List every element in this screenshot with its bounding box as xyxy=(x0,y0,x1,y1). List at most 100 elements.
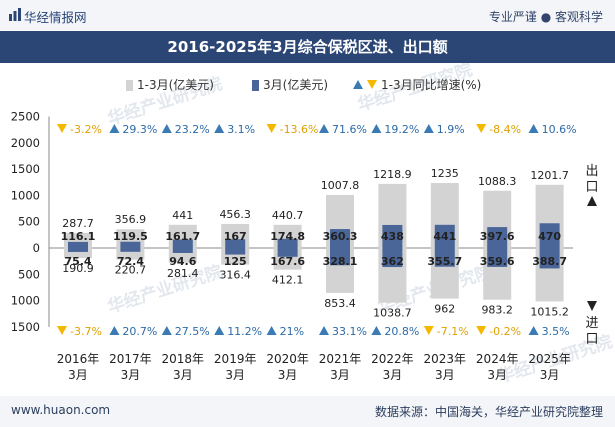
x-tick-label-month: 3月 xyxy=(383,368,403,382)
bar-month-import xyxy=(330,248,350,266)
label-month-import: 75.4 xyxy=(64,255,91,268)
label-month-import: 388.7 xyxy=(532,255,567,268)
bar-month-import xyxy=(539,248,560,269)
bar-month-export xyxy=(434,224,455,248)
label-cumulative-export: 441 xyxy=(172,209,193,222)
legend-swatch-month xyxy=(252,80,259,91)
label-cumulative-import: 962 xyxy=(434,303,455,316)
growth-marker-up-export xyxy=(319,124,329,133)
x-tick-label-year: 2021年 xyxy=(319,352,362,366)
x-tick-label-year: 2017年 xyxy=(109,352,152,366)
bar-cumulative-import xyxy=(64,248,92,259)
bar-month-export xyxy=(172,239,193,248)
growth-marker-up-import xyxy=(319,326,329,335)
legend-swatch-cumulative xyxy=(126,80,133,91)
y-tick-label: 1500 xyxy=(11,162,40,176)
label-cumulative-import: 190.9 xyxy=(62,262,94,275)
growth-label-import: 3.5% xyxy=(542,325,570,338)
x-tick-label-month: 3月 xyxy=(330,368,350,382)
y-tick-label: 1000 xyxy=(11,188,40,202)
label-cumulative-export: 440.7 xyxy=(272,209,304,222)
label-cumulative-import: 983.2 xyxy=(481,304,513,317)
bar-month-export xyxy=(382,224,403,248)
growth-marker-up-import xyxy=(371,326,382,335)
growth-label-export: 3.1% xyxy=(227,123,255,136)
bar-month-export xyxy=(68,241,88,248)
legend-label-month: 3月(亿美元) xyxy=(263,77,328,92)
growth-marker-up-export xyxy=(109,124,120,133)
growth-marker-down-export xyxy=(476,124,487,133)
title-bar: 2016-2025年3月综合保税区进、出口额 xyxy=(0,31,615,63)
label-cumulative-export: 1007.8 xyxy=(321,179,360,192)
chart: 华经产业研究院华经产业研究院华经产业研究院华经产业研究院华经产业研究院1-3月(… xyxy=(11,63,615,388)
growth-marker-up-import xyxy=(109,326,120,335)
growth-marker-up-import xyxy=(528,326,539,335)
bar-cumulative-import xyxy=(116,248,145,260)
label-month-import: 167.6 xyxy=(270,255,305,268)
label-cumulative-export: 356.9 xyxy=(115,213,147,226)
side-label-import-line1: 进 xyxy=(585,316,598,331)
growth-marker-up-export xyxy=(528,124,539,133)
y-tick-label: 2000 xyxy=(11,136,40,150)
label-cumulative-import: 220.7 xyxy=(115,264,147,277)
y-tick-label: 500 xyxy=(18,267,40,281)
legend-label-growth: 1-3月同比增速(%) xyxy=(381,78,481,92)
x-tick-label-month: 3月 xyxy=(173,368,193,382)
growth-marker-down-export xyxy=(266,124,277,133)
label-month-export: 438 xyxy=(381,230,404,243)
growth-label-export: 71.6% xyxy=(332,123,367,136)
growth-label-export: 19.2% xyxy=(384,123,419,136)
growth-marker-up-export xyxy=(214,124,225,133)
bar-month-export xyxy=(487,227,508,248)
bar-month-export xyxy=(330,229,350,248)
x-tick-label-year: 2020年 xyxy=(266,352,309,366)
bar-month-import xyxy=(120,248,141,252)
y-tick-label: 2500 xyxy=(11,110,40,124)
label-cumulative-export: 456.3 xyxy=(219,208,251,221)
tagline: 专业严谨 ● 客观科学 xyxy=(488,10,603,24)
growth-marker-up-import xyxy=(214,326,225,335)
x-tick-label-year: 2022年 xyxy=(371,352,414,366)
export-arrow-icon xyxy=(587,196,597,206)
label-month-export: 397.6 xyxy=(480,230,515,243)
label-cumulative-import: 1038.7 xyxy=(373,307,412,320)
bar-month-import xyxy=(68,248,88,252)
growth-label-import: 21% xyxy=(280,325,304,338)
bar-month-export xyxy=(225,239,246,248)
x-tick-label-month: 3月 xyxy=(487,368,507,382)
footer-bar: www.huaon.com 数据来源：中国海关，华经产业研究院整理 xyxy=(0,396,615,427)
growth-label-import: 11.2% xyxy=(227,325,262,338)
x-tick-label-month: 3月 xyxy=(121,368,141,382)
growth-label-export: 1.9% xyxy=(437,123,465,136)
growth-label-import: -7.1% xyxy=(437,325,469,338)
side-label-export-line2: 口 xyxy=(585,180,598,195)
bar-month-export xyxy=(277,238,298,248)
x-tick-label-month: 3月 xyxy=(278,368,298,382)
label-cumulative-export: 1088.3 xyxy=(478,175,517,188)
label-month-export: 116.1 xyxy=(61,230,96,243)
growth-marker-up-export xyxy=(161,124,172,133)
chart-title: 2016-2025年3月综合保税区进、出口额 xyxy=(167,38,448,56)
bar-month-import xyxy=(487,248,508,267)
bar-month-import xyxy=(172,248,193,253)
side-label-import-line2: 口 xyxy=(585,332,598,347)
bar-month-import xyxy=(382,248,403,268)
growth-label-export: 10.6% xyxy=(542,123,577,136)
bar-month-import xyxy=(277,248,298,257)
growth-label-export: -3.2% xyxy=(70,123,102,136)
y-tick-label: 1500 xyxy=(11,320,40,334)
legend-label-cumulative: 1-3月(亿美元) xyxy=(137,77,214,92)
import-arrow-icon xyxy=(587,301,597,311)
brand-name: 华经情报网 xyxy=(24,10,87,25)
growth-label-import: 27.5% xyxy=(175,325,210,338)
bar-month-import xyxy=(434,248,455,267)
label-cumulative-export: 1235 xyxy=(431,167,459,180)
label-month-export: 161.7 xyxy=(165,230,200,243)
x-tick-label-year: 2025年 xyxy=(528,352,571,366)
growth-label-import: -0.2% xyxy=(489,325,521,338)
bar-month-export xyxy=(120,241,141,248)
label-month-export: 167 xyxy=(224,230,247,243)
label-cumulative-export: 1218.9 xyxy=(373,168,412,181)
label-cumulative-import: 281.4 xyxy=(167,267,199,280)
label-month-import: 359.6 xyxy=(480,255,515,268)
